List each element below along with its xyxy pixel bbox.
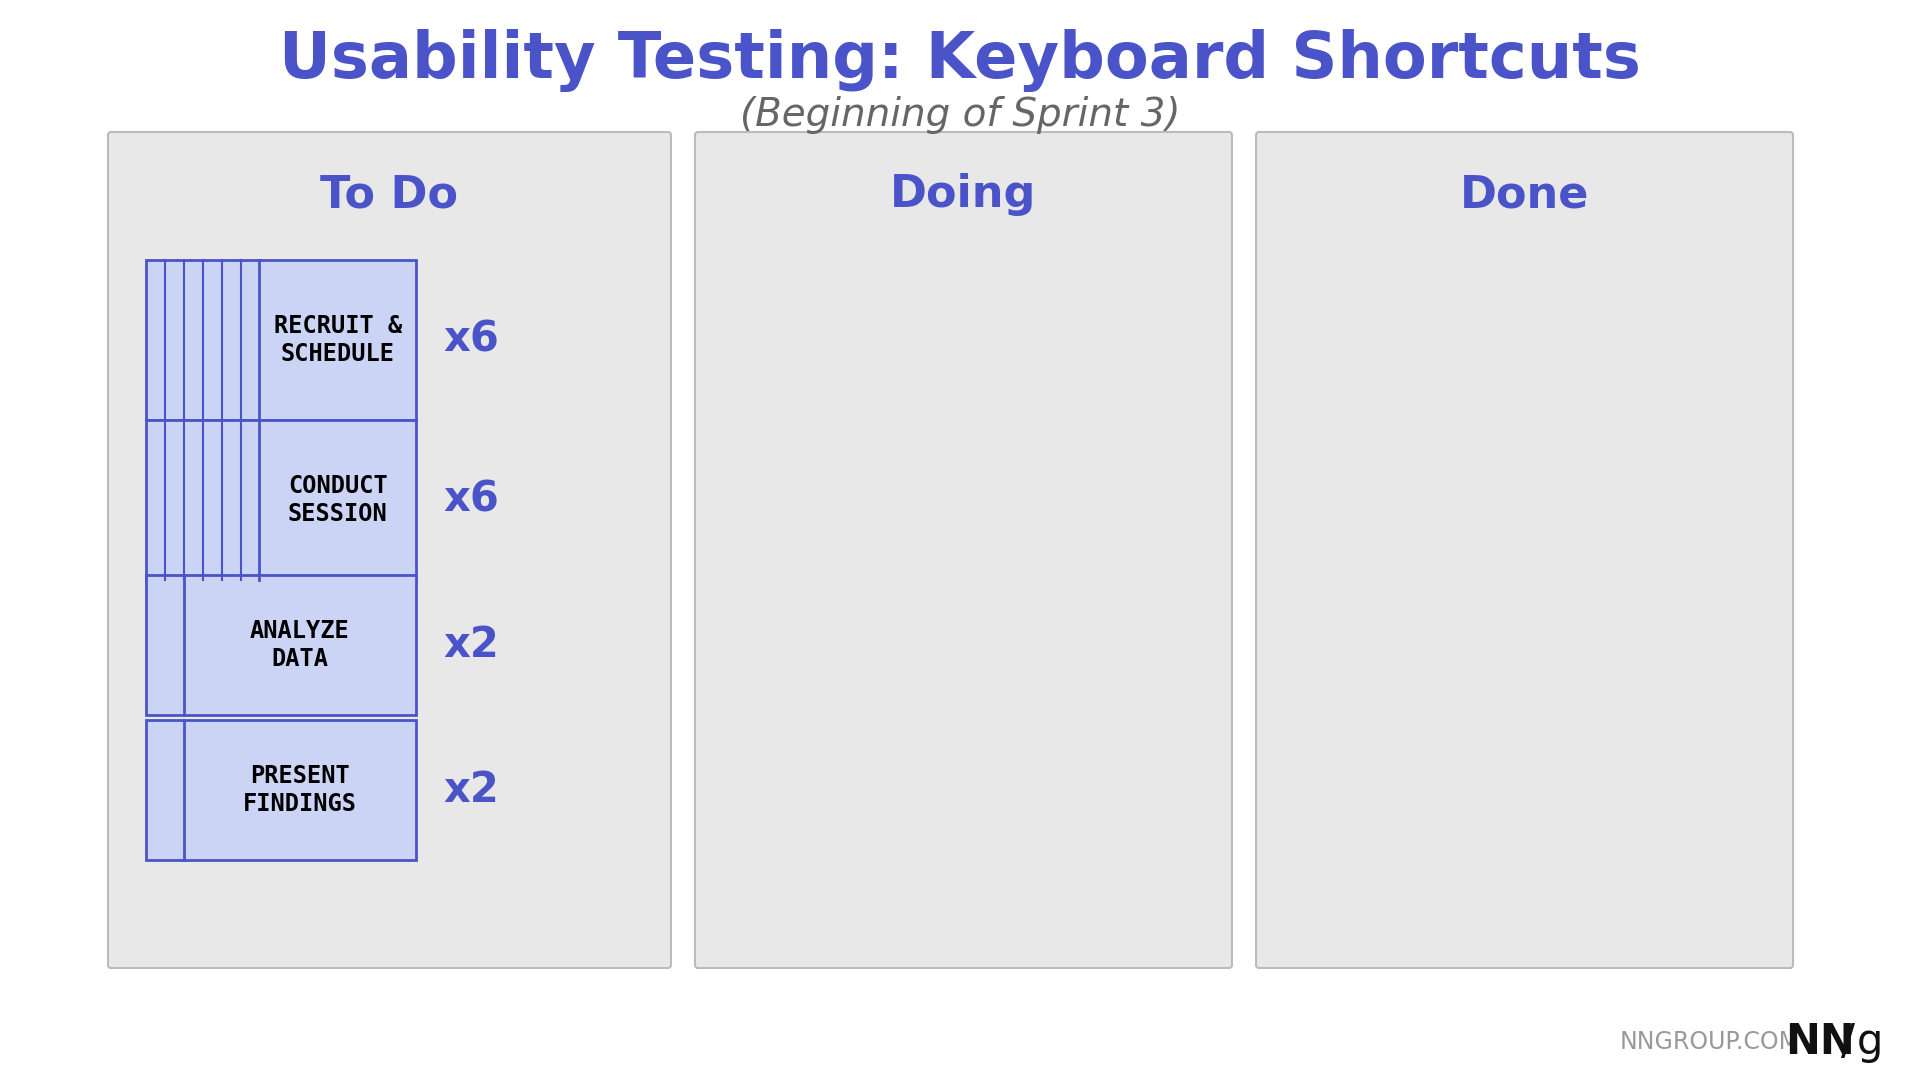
Text: To Do: To Do	[321, 174, 459, 216]
Text: CONDUCT
SESSION: CONDUCT SESSION	[288, 474, 388, 526]
Text: NNGROUP.COM: NNGROUP.COM	[1620, 1030, 1801, 1054]
FancyBboxPatch shape	[146, 260, 417, 420]
Text: (Beginning of Sprint 3): (Beginning of Sprint 3)	[739, 96, 1181, 134]
FancyBboxPatch shape	[146, 575, 417, 715]
FancyBboxPatch shape	[146, 720, 417, 860]
Text: PRESENT
FINDINGS: PRESENT FINDINGS	[244, 765, 357, 815]
Text: Doing: Doing	[891, 174, 1037, 216]
Text: RECRUIT &
SCHEDULE: RECRUIT & SCHEDULE	[273, 314, 401, 366]
FancyBboxPatch shape	[146, 420, 417, 580]
Text: ANALYZE
DATA: ANALYZE DATA	[250, 619, 349, 671]
FancyBboxPatch shape	[695, 132, 1233, 968]
Text: x2: x2	[444, 624, 499, 666]
Text: Usability Testing: Keyboard Shortcuts: Usability Testing: Keyboard Shortcuts	[278, 28, 1642, 92]
Text: x6: x6	[444, 319, 499, 361]
Text: x6: x6	[444, 480, 499, 521]
FancyBboxPatch shape	[108, 132, 670, 968]
Text: /: /	[1841, 1021, 1855, 1063]
FancyBboxPatch shape	[1256, 132, 1793, 968]
Text: Done: Done	[1459, 174, 1590, 216]
Text: NN: NN	[1786, 1021, 1855, 1063]
Text: g: g	[1857, 1021, 1884, 1063]
Text: x2: x2	[444, 769, 499, 811]
